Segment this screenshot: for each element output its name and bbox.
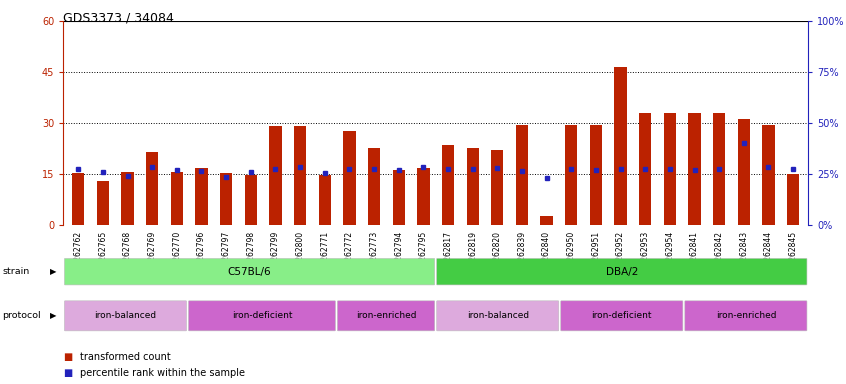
Bar	[417, 168, 430, 225]
Bar	[294, 126, 306, 225]
Bar	[565, 124, 578, 225]
Text: iron-balanced: iron-balanced	[95, 311, 157, 320]
Text: iron-deficient: iron-deficient	[591, 311, 652, 320]
Bar	[614, 67, 627, 225]
Bar	[244, 175, 257, 225]
Text: ▶: ▶	[50, 311, 57, 320]
Bar	[146, 152, 158, 225]
Bar	[762, 124, 775, 225]
FancyBboxPatch shape	[64, 258, 435, 285]
Text: strain: strain	[3, 267, 30, 276]
Bar	[664, 113, 676, 225]
FancyBboxPatch shape	[437, 301, 558, 331]
Bar	[466, 148, 479, 225]
Bar	[343, 131, 355, 225]
Text: ■: ■	[63, 368, 73, 378]
Text: C57BL/6: C57BL/6	[228, 266, 272, 277]
Bar	[442, 145, 454, 225]
Bar	[121, 172, 134, 225]
FancyBboxPatch shape	[64, 301, 186, 331]
Bar	[492, 150, 503, 225]
Text: protocol: protocol	[3, 311, 41, 320]
Text: percentile rank within the sample: percentile rank within the sample	[80, 368, 245, 378]
Bar	[787, 174, 799, 225]
Bar	[72, 173, 85, 225]
Bar	[516, 124, 528, 225]
Text: iron-enriched: iron-enriched	[356, 311, 416, 320]
Bar	[269, 126, 282, 225]
Text: iron-deficient: iron-deficient	[232, 311, 292, 320]
Bar	[639, 113, 651, 225]
Bar	[220, 173, 233, 225]
Bar	[393, 170, 405, 225]
FancyBboxPatch shape	[437, 258, 807, 285]
Bar	[171, 172, 183, 225]
Bar	[738, 119, 750, 225]
Text: iron-enriched: iron-enriched	[716, 311, 776, 320]
Text: GDS3373 / 34084: GDS3373 / 34084	[63, 12, 174, 25]
Bar	[590, 124, 602, 225]
Bar	[195, 168, 207, 225]
Text: DBA/2: DBA/2	[606, 266, 638, 277]
Text: iron-balanced: iron-balanced	[467, 311, 529, 320]
Bar	[96, 181, 109, 225]
FancyBboxPatch shape	[189, 301, 335, 331]
Text: ■: ■	[63, 352, 73, 362]
FancyBboxPatch shape	[685, 301, 807, 331]
Bar	[713, 113, 725, 225]
Bar	[541, 216, 552, 225]
Bar	[319, 175, 331, 225]
Bar	[368, 148, 380, 225]
FancyBboxPatch shape	[561, 301, 683, 331]
Text: ▶: ▶	[50, 267, 57, 276]
FancyBboxPatch shape	[338, 301, 435, 331]
Bar	[689, 113, 700, 225]
Text: transformed count: transformed count	[80, 352, 171, 362]
